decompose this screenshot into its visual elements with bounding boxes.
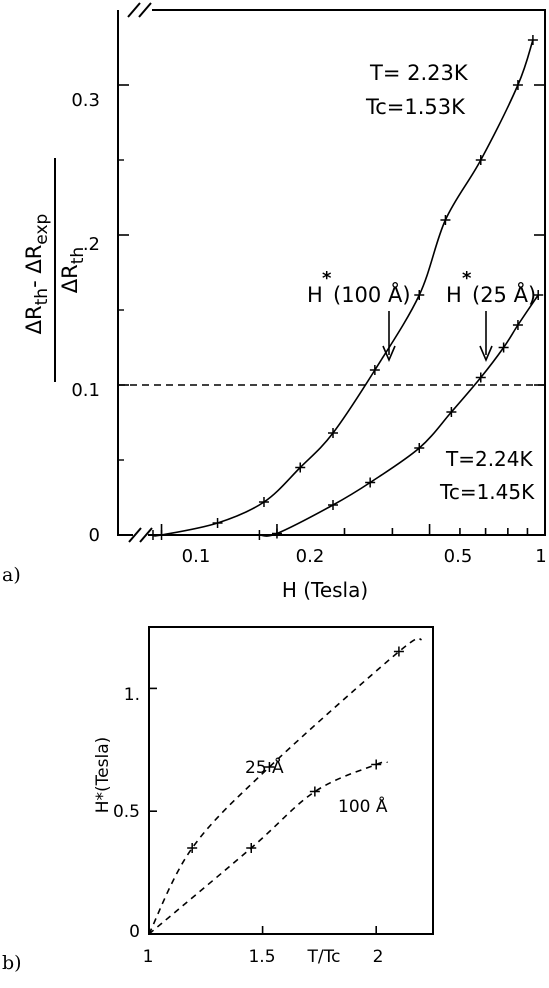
panel-b-frame [148, 626, 434, 935]
panel-b: 1 1.5 2 0 0.5 1. 25 Å 100 Å T/Tc H*(Tesl… [2, 626, 434, 974]
a-series-1-point-7 [498, 342, 509, 353]
a-series-1-point-3 [365, 477, 376, 488]
panel-b-label: b) [2, 952, 22, 974]
panel-b-y-axis-label: H*(Tesla) [93, 737, 113, 814]
a-xtick-0.2: 0.2 [296, 546, 325, 567]
a-series-0-point-6 [369, 365, 380, 375]
series-25A-label: 25 Å [245, 756, 284, 778]
a-ytick-0.1: 0.1 [71, 380, 100, 401]
panel-a-markers [147, 35, 544, 540]
panel-a-tick-labels: 0.1 0.2 0.5 1 0 0.1 .2 0.3 [71, 90, 546, 567]
a-ytick-0: 0 [89, 525, 100, 546]
annotation-25A-text: (25 Å) [472, 281, 536, 307]
a-series-0-point-9 [475, 155, 486, 165]
a-series-0-point-10 [512, 80, 523, 90]
panel-a-label: a) [2, 564, 21, 586]
a-series-1-point-0 [254, 530, 265, 540]
a-series-1-point-2 [328, 500, 338, 510]
a-xtick-0.5: 0.5 [444, 546, 473, 567]
panel-b-markers [187, 646, 404, 854]
b-series-0-point-2 [264, 761, 275, 772]
a-series-0-point-3 [258, 497, 269, 507]
a-ytick-0.2: .2 [83, 234, 100, 255]
b-series-1-point-1 [246, 843, 257, 854]
a-series-0-point-2 [212, 518, 223, 528]
a-series-1-point-4 [414, 443, 425, 453]
annotation-h-star-25A: H * (25 Å) [446, 268, 536, 363]
annotation-100A-prefix: H [307, 283, 323, 307]
series-25A-curve [148, 637, 422, 935]
b-series-1-point-3 [371, 759, 382, 770]
a-xtick-1: 1 [535, 546, 546, 567]
b-series-0-point-1 [187, 843, 198, 854]
arrow-100A-head [382, 345, 396, 363]
a-series-0-point-7 [414, 290, 425, 300]
series-100A-curve [148, 760, 388, 935]
bottom-break-mark-2 [139, 527, 153, 543]
series-1-label-line2: Tc=1.53K [365, 95, 466, 119]
a-series-0-point-4 [295, 462, 306, 473]
series-2-label-line2: Tc=1.45K [439, 480, 535, 504]
panel-b-x-axis-label: T/Tc [307, 947, 341, 967]
b-xtick-1.5: 1.5 [248, 947, 275, 967]
a-series-1-point-6 [475, 372, 486, 383]
a-xtick-0.1: 0.1 [182, 546, 211, 567]
a-series-0-point-8 [440, 215, 451, 225]
b-xtick-1: 1 [143, 947, 154, 967]
a-series-0-point-11 [527, 35, 538, 45]
top-break-mark-2 [138, 2, 152, 18]
b-ytick-0: 0 [129, 922, 140, 942]
a-series-1-point-8 [512, 320, 523, 330]
panel-b-tick-labels: 1 1.5 2 0 0.5 1. [113, 685, 383, 967]
panel-a-y-axis-label: ΔRth- ΔRexp ΔRth [22, 158, 88, 382]
a-series-0-point-5 [328, 428, 338, 438]
annotation-h-star-100A: H * (100 Å) [307, 268, 411, 363]
a-series-1-point-9 [533, 290, 544, 300]
panel-a: 0.1 0.2 0.5 1 0 0.1 .2 0.3 T= 2.23K Tc=1… [2, 2, 547, 602]
b-series-1-point-2 [309, 786, 320, 797]
annotation-25A-star: * [462, 268, 472, 289]
a-series-0-point-1 [156, 530, 167, 540]
b-ytick-1: 1. [124, 685, 140, 705]
annotation-100A-text: (100 Å) [333, 281, 411, 307]
panel-a-ticks [118, 84, 545, 536]
arrow-25A-head [479, 345, 493, 363]
annotation-25A-prefix: H [446, 283, 462, 307]
a-ytick-0.3: 0.3 [71, 90, 100, 111]
a-series-1-point-5 [446, 407, 457, 417]
b-series-0-point-3 [393, 646, 404, 657]
top-break-mark-1 [127, 2, 141, 18]
series-100A-label: 100 Å [338, 795, 388, 817]
a-series-1-point-1 [271, 528, 282, 539]
annotation-100A-star: * [322, 268, 332, 289]
series-1-label-line1: T= 2.23K [369, 61, 469, 85]
b-xtick-2: 2 [373, 947, 384, 967]
y-label-numerator: ΔRth- ΔRexp [22, 214, 52, 335]
series-2-label-line1: T=2.24K [445, 447, 534, 471]
b-ytick-0.5: 0.5 [113, 802, 140, 822]
y-label-denominator: ΔRth [58, 247, 88, 293]
panel-b-ticks [149, 687, 378, 934]
panel-a-x-axis-label: H (Tesla) [282, 578, 368, 602]
bottom-break-mark-1 [128, 527, 142, 543]
a-series-0-point-0 [147, 530, 158, 540]
series-T2.24K-curve [259, 294, 539, 537]
